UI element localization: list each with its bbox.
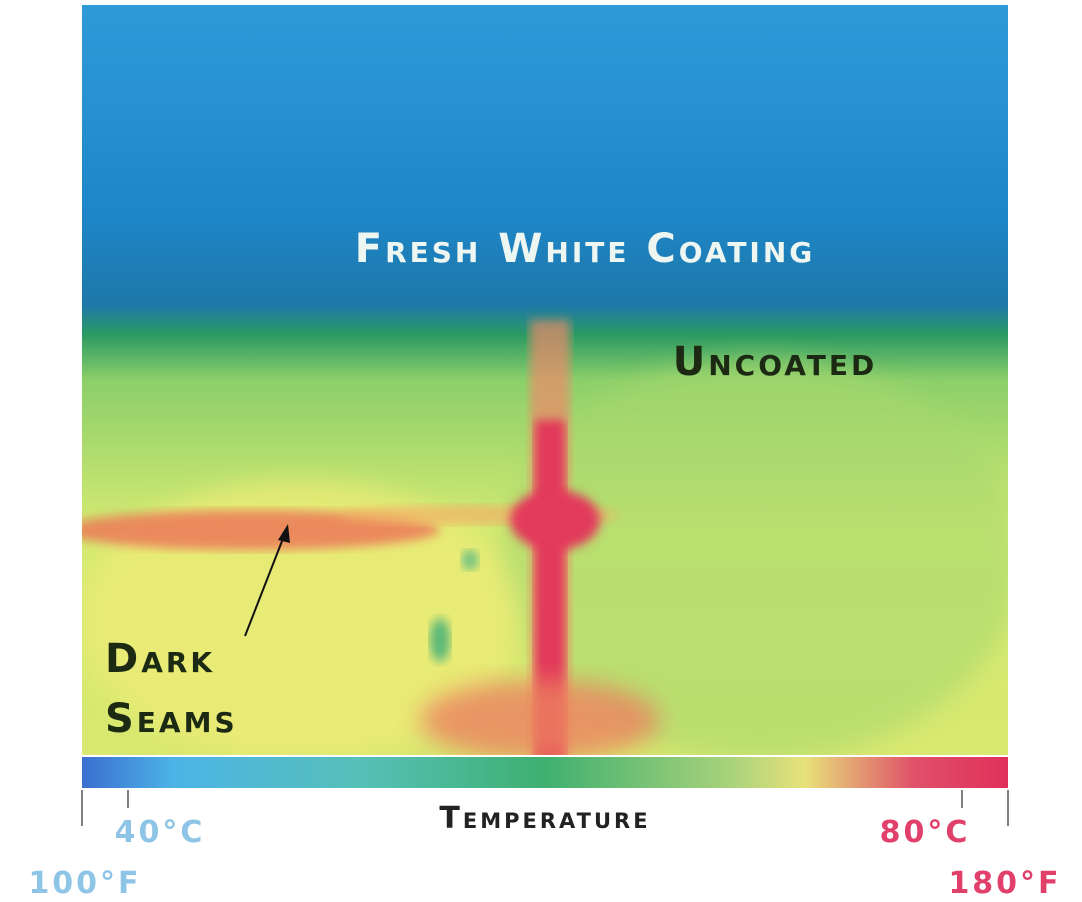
low-celsius: 40°C (115, 815, 206, 850)
coating-label: Fresh White Coating (355, 226, 816, 272)
callout-line: Seams (105, 696, 238, 742)
callout-line: Dark (105, 636, 215, 682)
low-fahrenheit: 100°F (28, 866, 141, 901)
thermal-figure: Fresh White Coating Uncoated Dark Seams … (0, 0, 1082, 902)
high-fahrenheit: 180°F (948, 866, 1061, 901)
color-scale (82, 757, 1008, 788)
uncoated-label: Uncoated (673, 339, 877, 385)
high-celsius: 80°C (880, 815, 971, 850)
scale-title: Temperature (439, 801, 650, 836)
